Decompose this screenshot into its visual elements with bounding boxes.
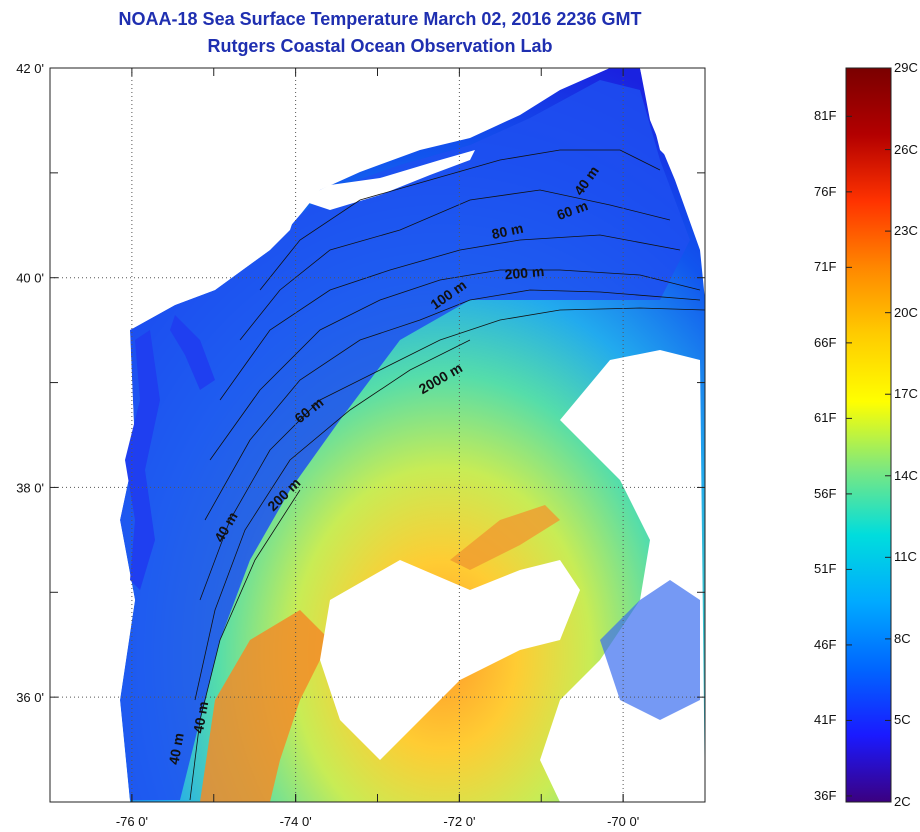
y-tick-label: 40 0'	[16, 271, 44, 286]
colorbar-label-celsius: 17C	[894, 386, 918, 402]
colorbar-label-celsius: 20C	[894, 304, 918, 320]
colorbar-scale	[845, 67, 892, 803]
contour-label: 200 m	[504, 263, 545, 282]
land-long-island	[300, 150, 475, 210]
cloud-mask	[320, 560, 580, 760]
contour-label: 80 m	[490, 220, 525, 242]
x-tick-label: -70 0'	[607, 814, 639, 829]
colorbar-label-fahrenheit: 51F	[814, 561, 837, 577]
contour-label: 40 m	[190, 700, 211, 734]
y-tick-label: 38 0'	[16, 480, 44, 495]
x-tick-label: -76 0'	[116, 814, 148, 829]
y-tick-label: 36 0'	[16, 690, 44, 705]
colorbar-label-fahrenheit: 66F	[814, 334, 837, 350]
colorbar-label-fahrenheit: 36F	[814, 787, 837, 803]
x-tick-label: -74 0'	[280, 814, 312, 829]
warm-eddy-east	[450, 505, 560, 570]
colorbar-label-fahrenheit: 56F	[814, 485, 837, 501]
chesapeake-bay	[125, 330, 160, 590]
colorbar-label-fahrenheit: 46F	[814, 636, 837, 652]
colorbar-label-fahrenheit: 76F	[814, 183, 837, 199]
colorbar-label-celsius: 8C	[894, 630, 911, 646]
y-tick-label: 42 0'	[16, 61, 44, 76]
map-subtitle: Rutgers Coastal Ocean Observation Lab	[207, 36, 553, 56]
colorbar-label-fahrenheit: 71F	[814, 259, 837, 275]
offshore-broken-water	[600, 580, 700, 720]
colorbar-label-celsius: 2C	[894, 794, 911, 809]
colorbar-label-celsius: 14C	[894, 467, 918, 483]
land-mainland	[50, 68, 560, 802]
colorbar-label-celsius: 5C	[894, 712, 911, 728]
colorbar-label-celsius: 23C	[894, 223, 918, 239]
contour-label: 40 m	[165, 732, 186, 766]
colorbar-ticks	[846, 67, 891, 803]
colorbar-label-celsius: 26C	[894, 141, 918, 157]
colorbar-label-celsius: 29C	[894, 60, 918, 75]
x-tick-label: -72 0'	[443, 814, 475, 829]
colorbar-label-celsius: 11C	[894, 549, 917, 565]
cold-shelf-water	[120, 80, 690, 800]
warm-core-south	[200, 610, 330, 802]
colorbar-label-fahrenheit: 61F	[814, 410, 837, 426]
isobath-contours	[189, 149, 705, 801]
colorbar-label-fahrenheit: 81F	[814, 108, 837, 124]
land-cape-cod	[600, 68, 705, 200]
colorbar-label-fahrenheit: 41F	[814, 712, 837, 728]
axis-ticks: -76 0' -74 0' -72 0' -70 0' 42 0' 40 0' 38 0' 3…	[16, 61, 706, 829]
delaware-bay	[170, 315, 215, 390]
map-title: NOAA-18 Sea Surface Temperature March 02…	[118, 9, 642, 29]
